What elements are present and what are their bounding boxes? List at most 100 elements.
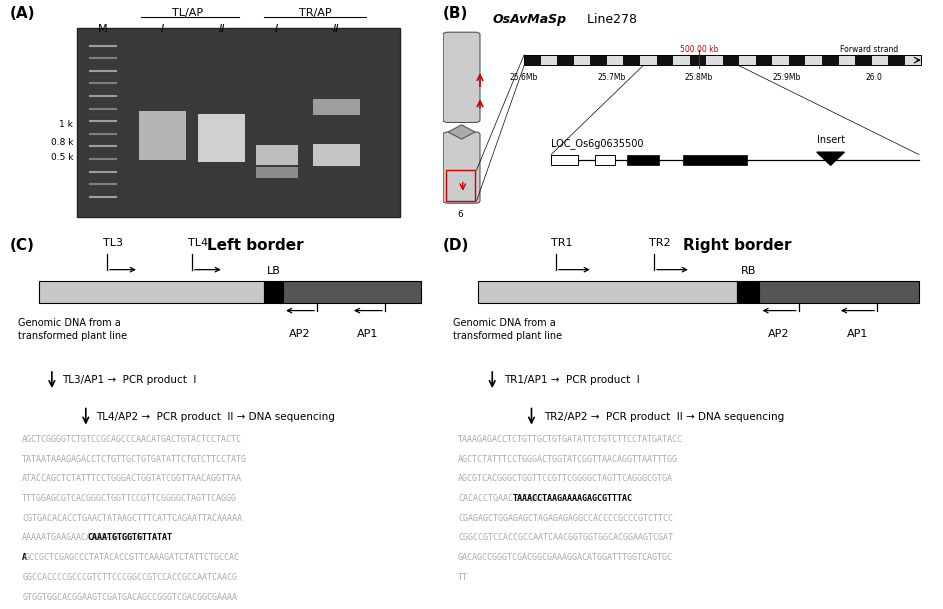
Bar [590,55,607,65]
Bar [77,28,400,217]
Bar [789,55,805,65]
Bar [904,55,921,65]
Text: GGCCACCCCGCCCGTCTTCCCGGCCGTCCACCGCCAATCAACG: GGCCACCCCGCCCGTCTTCCCGGCCGTCCACCGCCAATCA… [23,573,237,582]
Text: RB: RB [741,266,756,276]
FancyBboxPatch shape [443,32,480,122]
Text: AAAAATGAAGAACAAGGAAACCCAC: AAAAATGAAGAACAAGGAAACCCAC [23,533,147,543]
Text: 25.9Mb: 25.9Mb [772,72,801,82]
Text: Genomic DNA from a
transformed plant line: Genomic DNA from a transformed plant lin… [18,318,127,341]
Text: TR1/AP1 →  PCR product  I: TR1/AP1 → PCR product I [505,375,640,385]
Text: ATACCAGCTCTATTTCCTGGGACTGGTATCGGTTAACAGGTTAA: ATACCAGCTCTATTTCCTGGGACTGGTATCGGTTAACAGG… [23,474,242,484]
Text: TR2/AP2 →  PCR product  II → DNA sequencing: TR2/AP2 → PCR product II → DNA sequencin… [544,412,784,421]
Polygon shape [448,125,475,139]
Bar [313,144,359,166]
Text: TL3/AP1 →  PCR product  I: TL3/AP1 → PCR product I [62,375,197,385]
Text: TAAAGAGACCTCTGTTGCTGTGATATTCTGTCTTCCTATGATACC: TAAAGAGACCTCTGTTGCTGTGATATTCTGTCTTCCTATG… [458,435,683,444]
Bar [623,55,640,65]
Text: TAAACCTAAGAAAAGAGCGTTTAC: TAAACCTAAGAAAAGAGCGTTTAC [512,494,632,503]
Bar [446,170,475,201]
Text: 1 k: 1 k [59,120,74,129]
Text: AP2: AP2 [769,329,790,339]
Bar [722,55,739,65]
Bar [524,55,921,65]
Text: II: II [333,24,339,33]
Text: (C): (C) [9,238,34,253]
Text: TL4/AP2 →  PCR product  II → DNA sequencing: TL4/AP2 → PCR product II → DNA sequencin… [96,412,336,421]
Bar [313,99,359,114]
Text: GACAGCCGGGTCGACGGCGAAAGGACATGGATTTGGTCAGTGC: GACAGCCGGGTCGACGGCGAAAGGACATGGATTTGGTCAG… [458,553,673,562]
Text: LB: LB [267,266,280,276]
Text: GCCGCTCGAGCCCTATACACCGTTCAAAGATCTATTCTGCCAC: GCCGCTCGAGCCCTATACACCGTTCAAAGATCTATTCTGC… [25,553,240,562]
Text: TL/AP: TL/AP [172,9,204,18]
Bar [551,155,578,165]
Text: 25.7Mb: 25.7Mb [597,72,626,82]
Bar [557,55,573,65]
Text: CAAATGTGGTGTTATAT: CAAATGTGGTGTTATAT [88,533,173,543]
Bar [524,55,540,65]
Text: AGCGTCACGGGCTGGTTCCGTTCGGGGCTAGTTCAGGGCGTGA: AGCGTCACGGGCTGGTTCCGTTCGGGGCTAGTTCAGGGCG… [458,474,673,484]
Text: CACACCTGAACTATAAGC: CACACCTGAACTATAAGC [458,494,548,503]
Text: 0.8 k: 0.8 k [51,138,74,147]
Text: TT: TT [458,573,468,582]
Text: Genomic DNA from a
transformed plant line: Genomic DNA from a transformed plant lin… [453,318,562,341]
Text: TATAATAAAGAGACCTCTGTTGCTGTGATATTCTGTCTTCCTATG: TATAATAAAGAGACCTCTGTTGCTGTGATATTCTGTCTTC… [23,454,247,463]
FancyBboxPatch shape [443,132,480,203]
Bar [739,55,755,65]
Text: Right border: Right border [683,238,792,253]
Bar [627,155,659,165]
Text: CGTGACACACCTGAACTATAAGCTTTCATTCAGAATTACAAAAA: CGTGACACACCTGAACTATAAGCTTTCATTCAGAATTACA… [23,514,242,523]
Bar [640,55,656,65]
Text: AP2: AP2 [290,329,311,339]
Text: GTGGTGGCACGGAAGTCGATGACAGCCGGGTCGACGGCGAAAA: GTGGTGGCACGGAAGTCGATGACAGCCGGGTCGACGGCGA… [23,593,237,602]
Bar [139,111,186,160]
Text: TR2: TR2 [649,239,670,248]
Text: (B): (B) [443,6,469,21]
Text: A: A [23,553,27,562]
Bar [256,167,298,178]
Text: Insert: Insert [817,135,845,145]
Bar [673,55,689,65]
Bar [477,281,737,303]
Text: Line278: Line278 [583,13,637,26]
Bar [540,55,557,65]
Text: CGGCCGTCCACCGCCAATCAACGGTGGTGGCACGGAAGTCGAT: CGGCCGTCCACCGCCAATCAACGGTGGTGGCACGGAAGTC… [458,533,673,543]
Text: Forward strand: Forward strand [840,44,899,54]
Bar [198,113,245,162]
Bar [283,281,422,303]
Text: 6: 6 [457,210,463,219]
Polygon shape [817,152,844,165]
Text: I: I [275,24,278,33]
Bar [595,155,615,165]
Bar [40,281,264,303]
Bar [805,55,822,65]
Text: Left border: Left border [207,238,304,253]
Bar [772,55,789,65]
Text: 26.0: 26.0 [866,72,882,82]
Text: 500.00 kb: 500.00 kb [680,44,719,54]
Bar [855,55,871,65]
Text: II: II [219,24,224,33]
Text: 25.8Mb: 25.8Mb [685,72,713,82]
Bar [256,146,298,165]
Bar [888,55,904,65]
Text: LOC_Os6g0635500: LOC_Os6g0635500 [551,138,643,149]
Text: (A): (A) [9,6,35,21]
Text: TTTGGAGCGTCACGGGCTGGTTCCGTTCGGGGCTAGTTCAGGG: TTTGGAGCGTCACGGGCTGGTTCCGTTCGGGGCTAGTTCA… [23,494,237,503]
Bar [684,155,747,165]
Bar [689,55,706,65]
Bar [573,55,590,65]
Text: TL3: TL3 [103,239,123,248]
Bar [264,281,283,303]
Text: TL4: TL4 [188,239,207,248]
Text: AP1: AP1 [847,329,869,339]
Bar [871,55,888,65]
Text: AGCTCTATTTCCTGGGACTGGTATCGGTTAACAGGTTAATTTGG: AGCTCTATTTCCTGGGACTGGTATCGGTTAACAGGTTAAT… [458,454,678,463]
Text: AP1: AP1 [357,329,379,339]
Text: CGAGAGCTGGAGAGCTAGAGAGAGGCCACCCCGCCCGTCTTCC: CGAGAGCTGGAGAGCTAGAGAGAGGCCACCCCGCCCGTCT… [458,514,673,523]
Bar [822,55,838,65]
Text: 0.5 k: 0.5 k [51,153,74,162]
Text: TR/AP: TR/AP [299,9,331,18]
Bar [759,281,918,303]
Text: TR1: TR1 [551,239,572,248]
Bar [607,55,623,65]
